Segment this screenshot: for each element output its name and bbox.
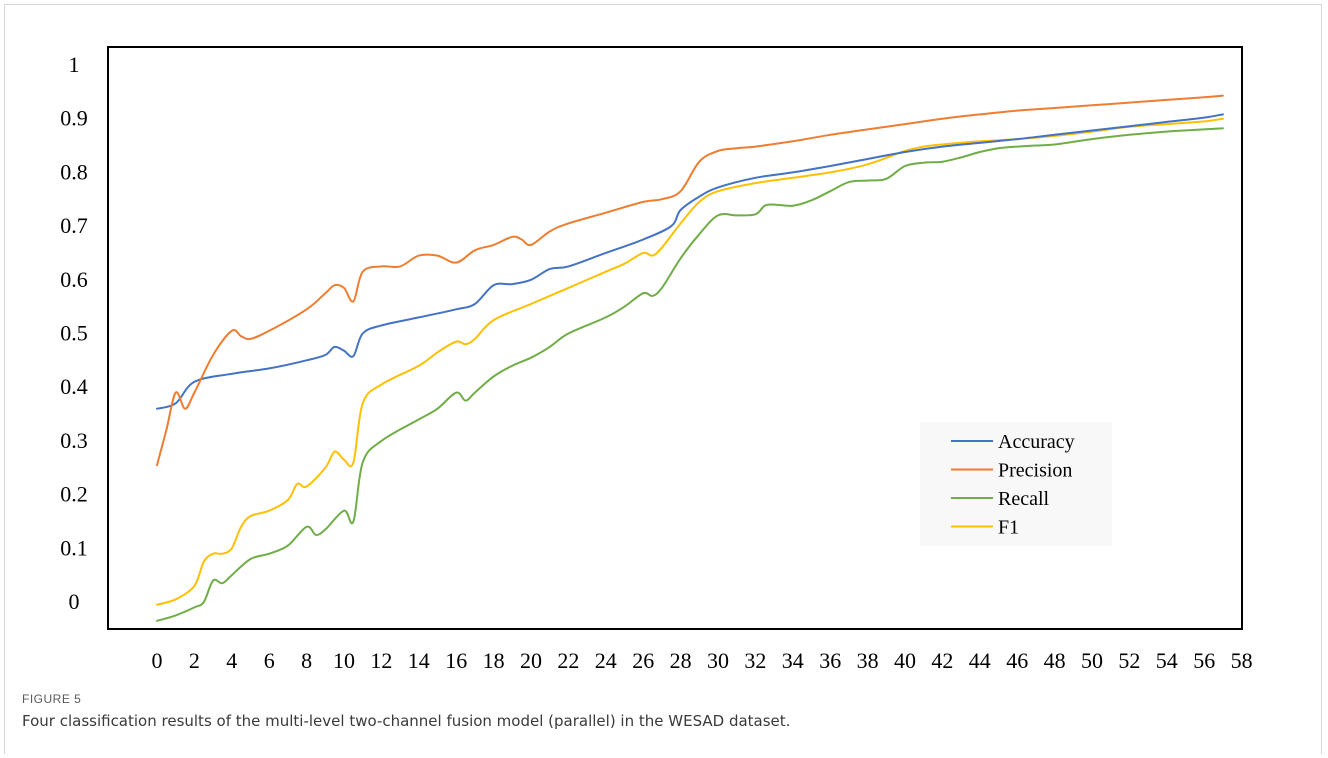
x-tick-label: 4 — [226, 648, 237, 673]
x-tick-label: 52 — [1118, 648, 1140, 673]
x-tick-label: 40 — [894, 648, 916, 673]
legend: Accuracy Precision Recall F1 — [920, 422, 1112, 546]
x-tick-label: 36 — [819, 648, 841, 673]
figure-caption: Four classification results of the multi… — [22, 712, 791, 730]
x-tick-label: 22 — [557, 648, 579, 673]
series-line-accuracy — [156, 113, 1224, 410]
legend-label-f1: F1 — [998, 517, 1019, 539]
legend-label-accuracy: Accuracy — [998, 431, 1075, 453]
y-tick-label: 0.8 — [60, 159, 88, 184]
y-axis-ticks: 0 0.1 0.2 0.3 0.4 0.5 0.6 0.7 0.8 0.9 1 — [60, 52, 88, 614]
x-tick-label: 58 — [1231, 648, 1253, 673]
x-tick-label: 34 — [782, 648, 804, 673]
series-line-recall — [156, 127, 1224, 622]
y-tick-label: 0.5 — [60, 321, 88, 346]
x-tick-label: 12 — [370, 648, 392, 673]
x-tick-label: 38 — [857, 648, 879, 673]
x-tick-label: 16 — [445, 648, 467, 673]
x-tick-label: 2 — [189, 648, 200, 673]
x-tick-label: 0 — [152, 648, 163, 673]
x-tick-label: 8 — [301, 648, 312, 673]
y-tick-label: 0.4 — [60, 374, 88, 399]
y-tick-label: 1 — [69, 52, 80, 77]
y-tick-label: 0.3 — [60, 428, 88, 453]
x-tick-label: 46 — [1006, 648, 1028, 673]
x-tick-label: 30 — [707, 648, 729, 673]
figure-label: FIGURE 5 — [22, 692, 82, 706]
x-tick-label: 18 — [483, 648, 505, 673]
legend-label-precision: Precision — [998, 460, 1072, 482]
plot-border — [107, 46, 1243, 630]
x-tick-label: 26 — [632, 648, 654, 673]
x-tick-label: 6 — [264, 648, 275, 673]
y-tick-label: 0.6 — [60, 267, 88, 292]
x-tick-label: 56 — [1193, 648, 1215, 673]
y-tick-label: 0.1 — [60, 535, 88, 560]
x-tick-label: 24 — [595, 648, 617, 673]
series-line-precision — [156, 94, 1224, 467]
x-tick-label: 48 — [1044, 648, 1066, 673]
x-tick-label: 28 — [670, 648, 692, 673]
x-tick-label: 32 — [744, 648, 766, 673]
x-tick-label: 50 — [1081, 648, 1103, 673]
x-axis-ticks: 0 2 4 6 8 10 12 14 16 18 20 22 24 26 28 30 32 34 36 38 40 42 4… — [152, 648, 1253, 673]
x-tick-label: 54 — [1156, 648, 1178, 673]
y-tick-label: 0.7 — [60, 213, 88, 238]
series-lines — [156, 94, 1224, 622]
x-tick-label: 42 — [931, 648, 953, 673]
line-chart: 00.10.20.30.40.50.60.70.80.91 0 2 4 6 8 10 12 1… — [60, 46, 1253, 673]
x-tick-label: 14 — [408, 648, 430, 673]
legend-label-recall: Recall — [998, 488, 1050, 510]
y-tick-label: 0 — [69, 589, 80, 614]
x-tick-label: 10 — [333, 648, 355, 673]
y-tick-label: 0.2 — [60, 482, 88, 507]
legend-box — [920, 422, 1112, 546]
series-line-f1 — [156, 117, 1224, 606]
figure-frame — [4, 4, 1322, 754]
y-tick-label: 0.9 — [60, 106, 88, 131]
x-tick-label: 44 — [969, 648, 991, 673]
x-tick-label: 20 — [520, 648, 542, 673]
